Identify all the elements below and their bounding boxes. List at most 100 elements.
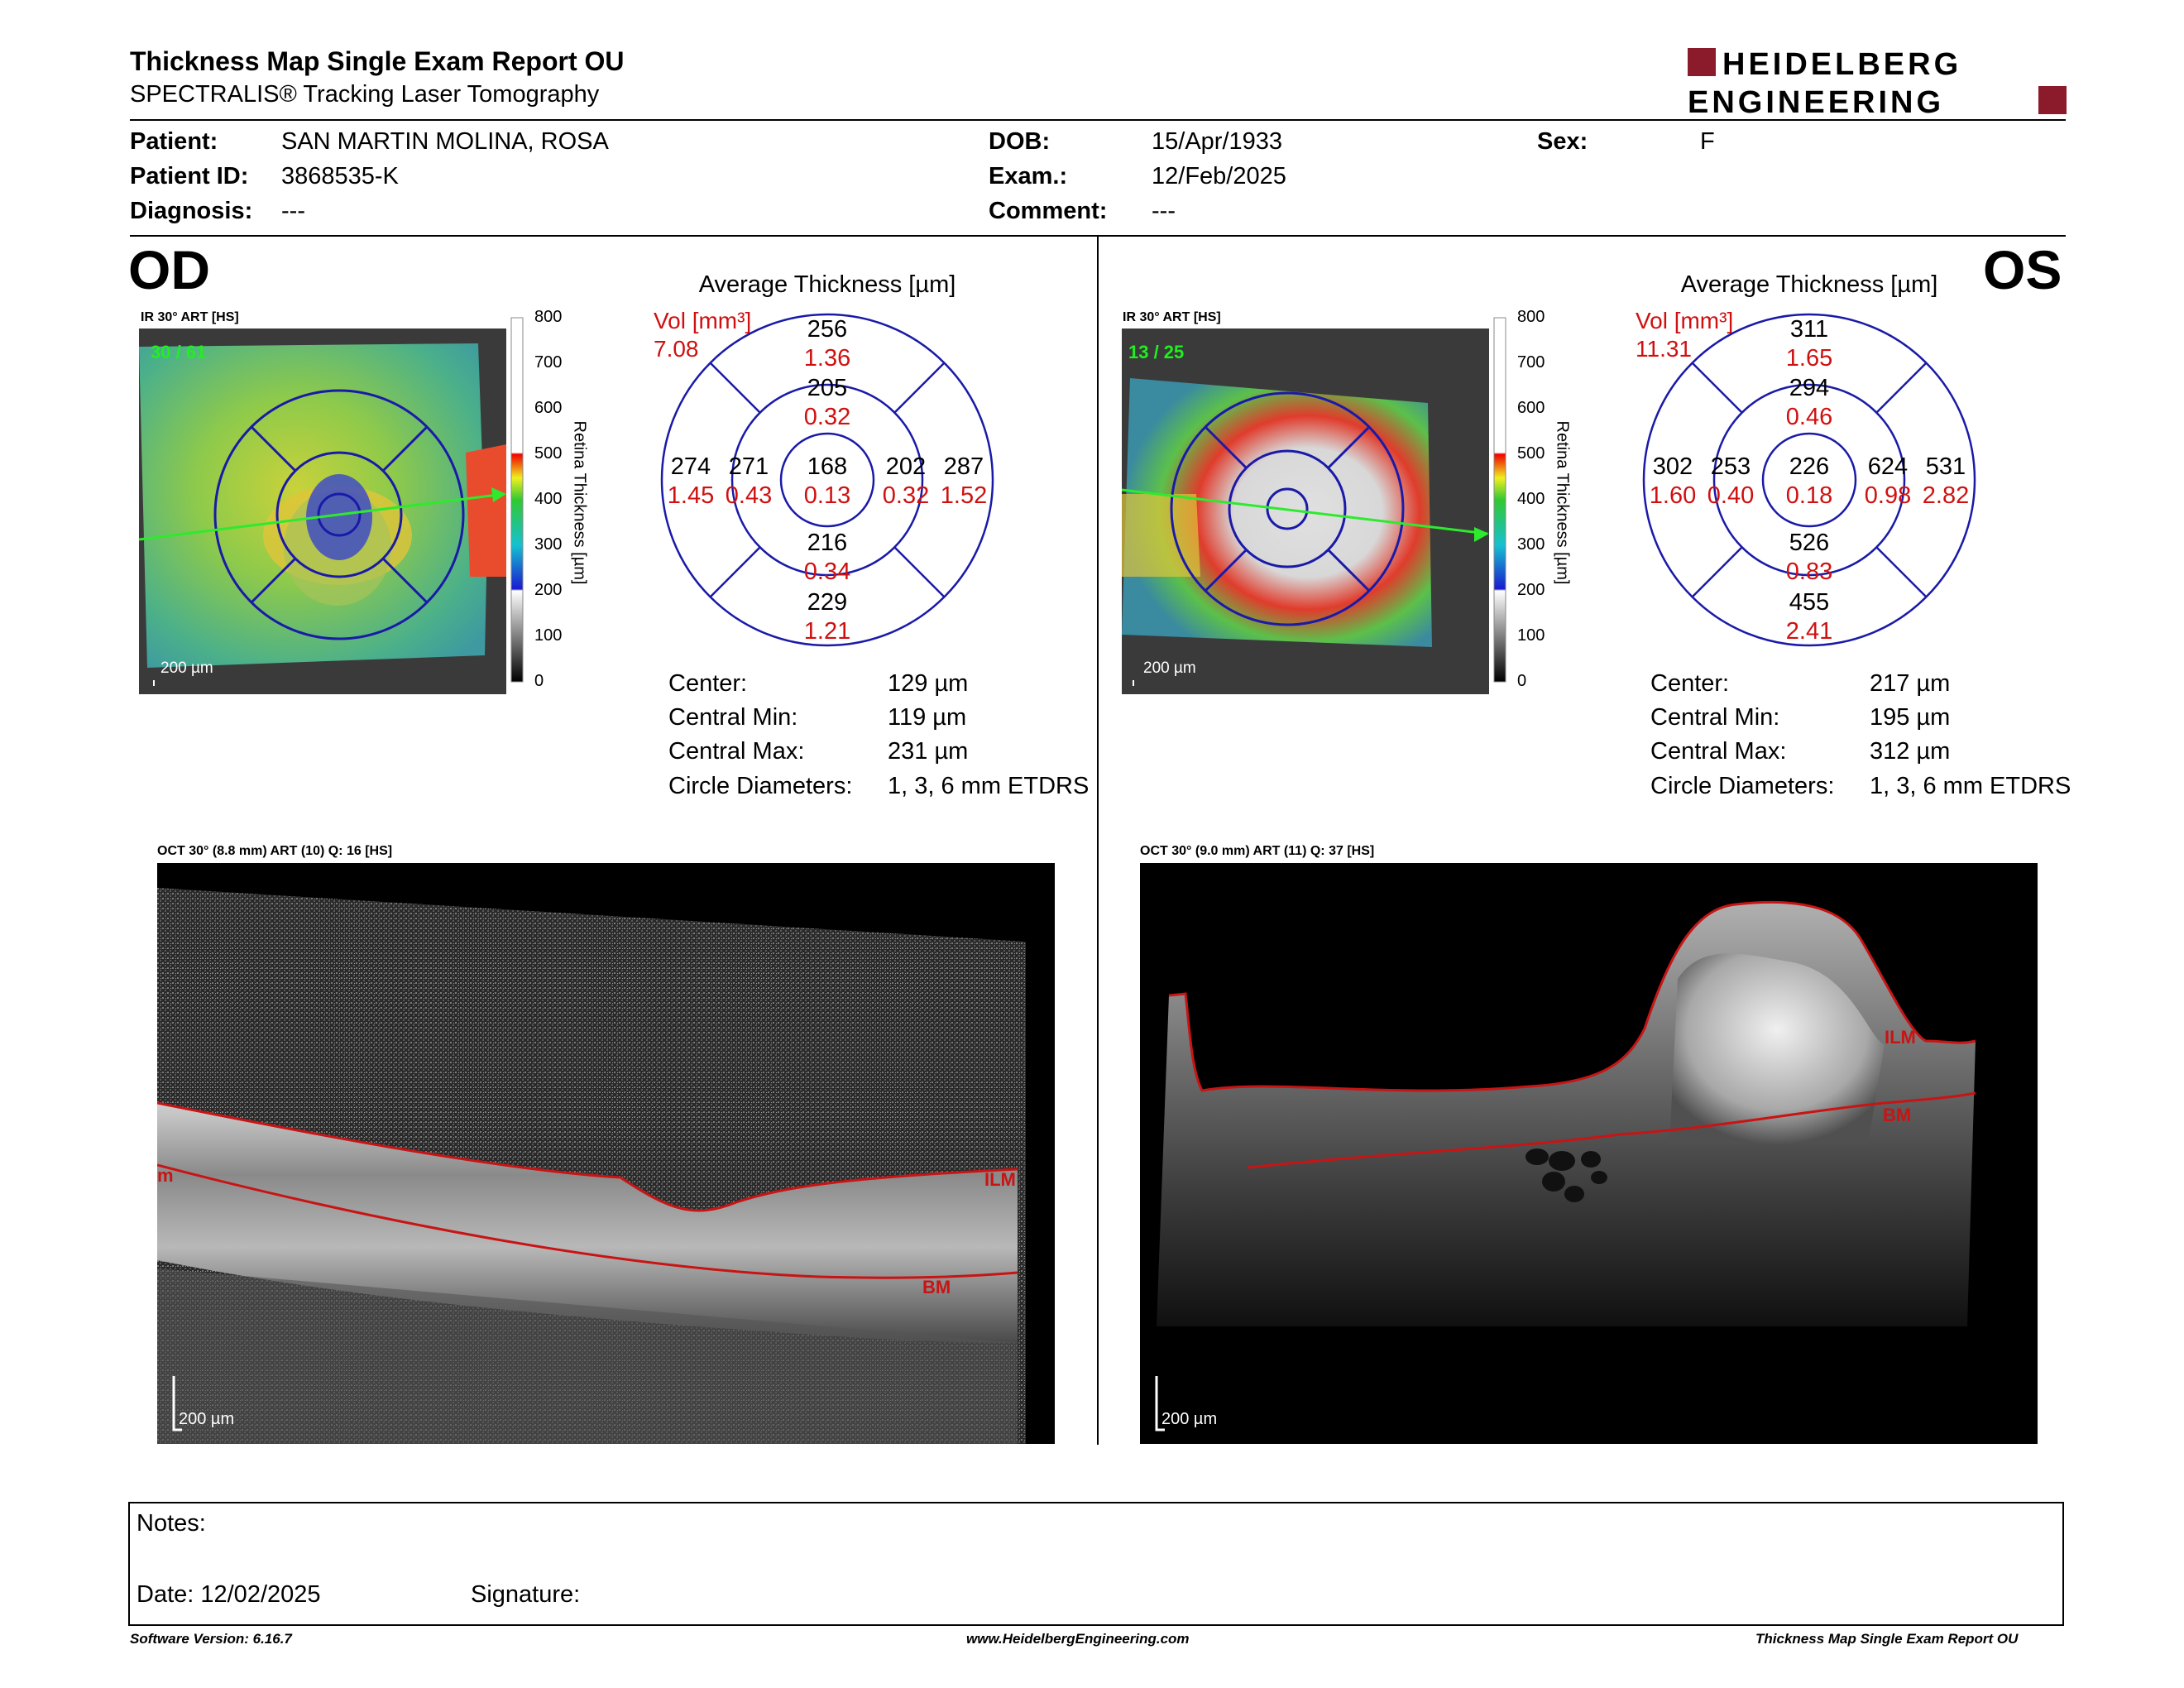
os-oct-bscan: ILM BM 200 µm	[1140, 863, 2038, 1444]
svg-text:216: 216	[807, 530, 847, 556]
header-divider	[130, 119, 2066, 121]
svg-text:271: 271	[729, 453, 769, 480]
eye-label-os: OS	[1983, 239, 2062, 300]
notes-label: Notes:	[136, 1510, 206, 1537]
svg-text:1.60: 1.60	[1650, 482, 1696, 509]
exam-label: Exam.:	[989, 163, 1068, 189]
svg-text:274: 274	[671, 453, 711, 480]
patient-name: SAN MARTIN MOLINA, ROSA	[281, 128, 609, 155]
svg-text:205: 205	[807, 375, 847, 401]
od-stat-diam-value: 1, 3, 6 mm ETDRS	[888, 773, 1090, 799]
os-colorbar-title: Retina Thickness [µm]	[1553, 420, 1572, 585]
patient-divider	[130, 235, 2066, 237]
os-bm-label: BM	[1883, 1105, 1911, 1125]
od-stat-max-value: 231 µm	[888, 738, 969, 765]
od-colorbar-ticks: 800 700 600 500 400 300 200 100 0	[534, 308, 563, 690]
svg-text:2.82: 2.82	[1923, 482, 1969, 509]
od-ir-count: 30 / 61	[151, 342, 206, 362]
os-ir-thickness-map: 13 / 25 200 µm	[1122, 328, 1489, 694]
signature-label: Signature:	[471, 1581, 581, 1608]
os-stat-center-value: 217 µm	[1870, 670, 1951, 697]
os-vol-total: 11.31	[1636, 336, 1692, 362]
od-colorbar	[510, 317, 524, 683]
svg-text:302: 302	[1653, 453, 1693, 480]
svg-text:0.13: 0.13	[804, 482, 850, 509]
svg-text:256: 256	[807, 316, 847, 343]
os-oct-caption: OCT 30° (9.0 mm) ART (11) Q: 37 [HS]	[1140, 844, 1375, 858]
svg-text:0.46: 0.46	[1786, 404, 1832, 430]
os-ilm-label: ILM	[1885, 1027, 1916, 1048]
od-ilm-label: ILM	[984, 1169, 1016, 1190]
diagnosis-value: ---	[281, 198, 305, 224]
svg-text:226: 226	[1789, 453, 1829, 480]
website-link[interactable]: www.HeidelbergEngineering.com	[966, 1631, 1190, 1647]
os-stat-max-label: Central Max:	[1650, 738, 1787, 765]
svg-text:294: 294	[1789, 375, 1829, 401]
os-oct-scale: 200 µm	[1161, 1410, 1217, 1428]
od-oct-scale: 200 µm	[179, 1410, 234, 1428]
eye-divider	[1097, 237, 1099, 1445]
os-colorbar	[1493, 317, 1506, 683]
svg-text:1.52: 1.52	[941, 482, 987, 509]
os-stat-center-label: Center:	[1650, 670, 1730, 697]
svg-text:0.34: 0.34	[804, 559, 850, 585]
footer-report-name: Thickness Map Single Exam Report OU	[1755, 1631, 2019, 1647]
patient-id-label: Patient ID:	[130, 163, 249, 189]
od-oct-bscan: ILM BM m 200 µm	[157, 863, 1055, 1444]
svg-text:202: 202	[886, 453, 926, 480]
notes-box[interactable]: Notes: Date: 12/02/2025 Signature:	[128, 1502, 2064, 1626]
od-stat-min-label: Central Min:	[668, 704, 798, 731]
os-stat-min-label: Central Min:	[1650, 704, 1780, 731]
os-vol-label: Vol [mm³]	[1636, 308, 1734, 333]
od-stat-min-value: 119 µm	[888, 704, 967, 731]
dob-value: 15/Apr/1933	[1152, 128, 1283, 155]
svg-text:0.18: 0.18	[1786, 482, 1832, 509]
date-label: Date: 12/02/2025	[136, 1581, 321, 1608]
patient-id: 3868535-K	[281, 163, 399, 189]
od-vol-total: 7.08	[654, 336, 699, 362]
svg-text:526: 526	[1789, 530, 1829, 556]
report-title: Thickness Map Single Exam Report OU	[130, 46, 625, 76]
os-colorbar-ticks: 800 700 600 500 400 300 200 100 0	[1517, 308, 1545, 690]
svg-text:0.98: 0.98	[1865, 482, 1911, 509]
od-oct-caption: OCT 30° (8.8 mm) ART (10) Q: 16 [HS]	[157, 844, 393, 858]
logo-line1: HEIDELBERG	[1722, 47, 1961, 82]
svg-text:0.32: 0.32	[804, 404, 850, 430]
patient-label: Patient:	[130, 128, 218, 155]
od-ir-caption: IR 30° ART [HS]	[141, 310, 239, 324]
heidelberg-logo: HEIDELBERG ENGINEERING	[1688, 47, 2067, 117]
svg-text:1.45: 1.45	[668, 482, 714, 509]
report-subtitle: SPECTRALIS® Tracking Laser Tomography	[130, 81, 600, 108]
os-ir-scale: 200 µm	[1143, 659, 1196, 677]
od-stat-diam-label: Circle Diameters:	[668, 773, 853, 799]
exam-value: 12/Feb/2025	[1152, 163, 1286, 189]
svg-text:0.40: 0.40	[1707, 482, 1754, 509]
svg-text:229: 229	[807, 589, 847, 616]
svg-text:0.32: 0.32	[883, 482, 929, 509]
dob-label: DOB:	[989, 128, 1051, 155]
comment-label: Comment:	[989, 198, 1108, 224]
svg-text:1.65: 1.65	[1786, 345, 1832, 372]
svg-text:531: 531	[1926, 453, 1966, 480]
svg-text:455: 455	[1789, 589, 1829, 616]
od-bm-label: BM	[922, 1277, 951, 1297]
os-ir-caption: IR 30° ART [HS]	[1123, 310, 1221, 324]
svg-text:311: 311	[1790, 316, 1828, 343]
svg-text:1.36: 1.36	[804, 345, 850, 372]
svg-text:287: 287	[944, 453, 984, 480]
os-stat-max-value: 312 µm	[1870, 738, 1951, 765]
od-ir-thickness-map: 30 / 61 200 µm	[139, 328, 506, 694]
svg-text:624: 624	[1868, 453, 1908, 480]
os-stat-diam-label: Circle Diameters:	[1650, 773, 1835, 799]
os-ir-count: 13 / 25	[1128, 342, 1184, 362]
svg-text:253: 253	[1711, 453, 1751, 480]
od-stat-max-label: Central Max:	[668, 738, 805, 765]
svg-text:0.43: 0.43	[726, 482, 772, 509]
sex-label: Sex:	[1537, 128, 1588, 155]
comment-value: ---	[1152, 198, 1176, 224]
od-vol-label: Vol [mm³]	[654, 308, 752, 333]
os-etdrs-grid: 311 1.65 294 0.46 302 1.60 253 0.40 226 …	[1642, 313, 1976, 647]
software-version: Software Version: 6.16.7	[130, 1631, 292, 1647]
eye-label-od: OD	[128, 239, 210, 300]
od-ir-scale: 200 µm	[160, 659, 213, 677]
